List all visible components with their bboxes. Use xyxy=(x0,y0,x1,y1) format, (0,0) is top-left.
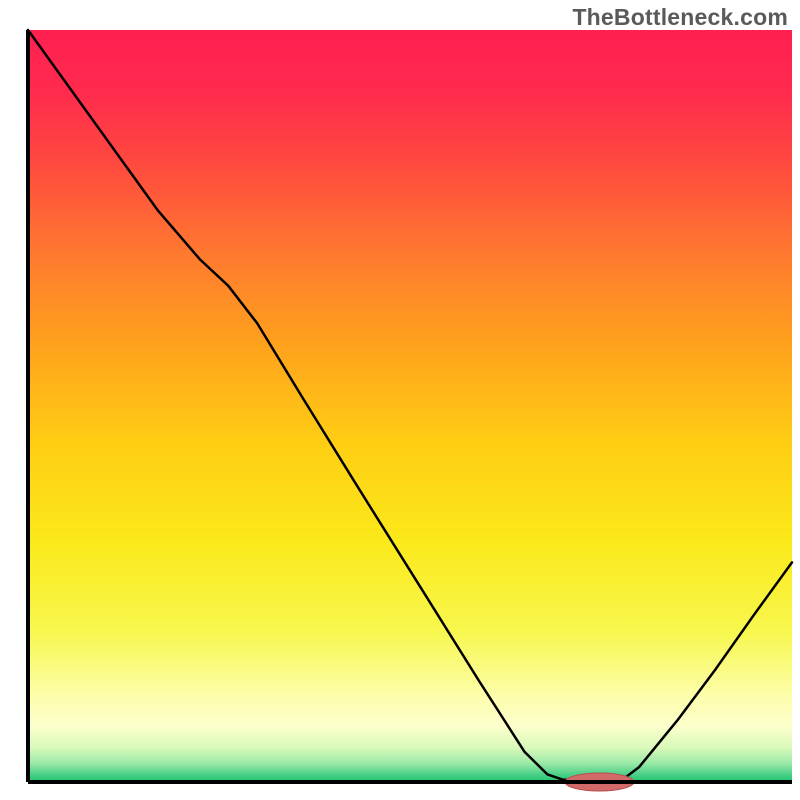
watermark-text: TheBottleneck.com xyxy=(572,4,788,31)
chart-background xyxy=(28,30,792,782)
chart-container: TheBottleneck.com xyxy=(0,0,800,800)
bottleneck-chart xyxy=(0,0,800,800)
